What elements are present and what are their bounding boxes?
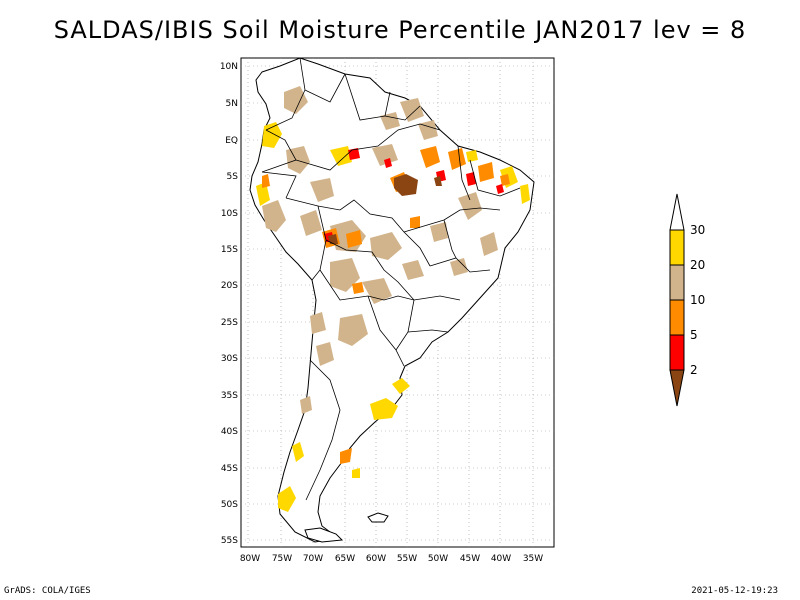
lon-tick-label: 75W [272, 554, 292, 564]
lat-tick-label: 15S [221, 245, 238, 255]
footer-timestamp: 2021-05-12-19:23 [691, 586, 778, 596]
lon-tick-label: 40W [491, 554, 511, 564]
legend-label: 10 [690, 293, 705, 307]
lat-tick-label: 45S [221, 464, 238, 474]
color-legend: 30 20 10 5 2 [669, 193, 705, 407]
country-borders [261, 57, 521, 501]
lon-tick-label: 60W [366, 554, 386, 564]
legend-label: 5 [690, 328, 698, 342]
latitude-tick-labels: 10N 5N EQ 5S 10S 15S 20S 25S 30S 35S 40S… [220, 62, 238, 546]
lon-tick-label: 80W [240, 554, 260, 564]
map-title: SALDAS/IBIS Soil Moisture Percentile JAN… [53, 16, 747, 44]
lat-tick-label: 50S [221, 500, 238, 510]
lat-tick-label: 5N [226, 99, 238, 109]
legend-label: 30 [690, 223, 705, 237]
lat-tick-label: 40S [221, 427, 238, 437]
lat-tick-label: 30S [221, 354, 238, 364]
lat-tick-label: 35S [221, 391, 238, 401]
longitude-tick-labels: 80W 75W 70W 65W 60W 55W 50W 45W 40W 35W [240, 554, 543, 564]
lon-tick-label: 50W [428, 554, 448, 564]
lon-tick-label: 70W [303, 554, 323, 564]
lon-tick-label: 35W [523, 554, 543, 564]
legend-swatch-20-30 [669, 229, 685, 266]
lon-tick-label: 65W [335, 554, 355, 564]
continent-landmass [249, 57, 535, 543]
lat-tick-label: 20S [221, 281, 238, 291]
lon-tick-label: 55W [397, 554, 417, 564]
legend-label: 20 [690, 258, 705, 272]
legend-label: 2 [690, 363, 698, 377]
lat-tick-label: 5S [227, 172, 239, 182]
soil-moisture-patches [256, 86, 530, 512]
footer-credit: GrADS: COLA/IGES [4, 586, 91, 596]
lat-tick-label: 10N [220, 62, 238, 72]
lat-tick-label: 55S [221, 536, 238, 546]
legend-swatch-10-20 [669, 264, 685, 301]
lat-tick-label: EQ [225, 136, 238, 146]
legend-swatch-2-5 [669, 334, 685, 371]
lon-tick-label: 45W [460, 554, 480, 564]
lat-tick-label: 25S [221, 318, 238, 328]
legend-swatch-under2 [669, 369, 685, 407]
legend-swatch-over30 [669, 193, 685, 231]
lat-tick-label: 10S [221, 209, 238, 219]
legend-swatch-5-10 [669, 299, 685, 336]
